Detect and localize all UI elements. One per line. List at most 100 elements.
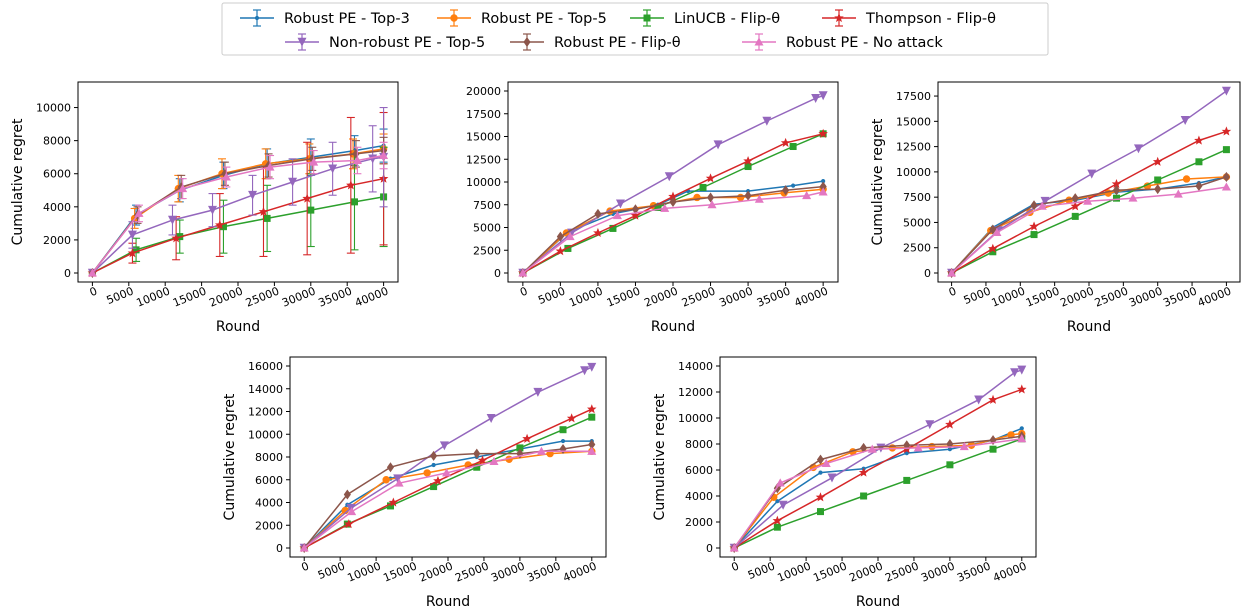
data-point-marker: [778, 500, 788, 510]
series-line: [733, 369, 1023, 549]
data-point-marker: [127, 230, 137, 240]
y-tick-label: 2500: [473, 244, 501, 257]
data-point-marker: [1019, 426, 1024, 431]
data-point-marker: [134, 208, 144, 217]
y-tick-label: 0: [706, 542, 713, 555]
y-tick-label: 17500: [896, 90, 931, 103]
data-point-marker: [631, 204, 640, 215]
data-point-marker: [867, 444, 877, 453]
x-tick-label: 25000: [244, 284, 281, 309]
legend-marker: [297, 37, 307, 47]
data-point-marker: [705, 173, 716, 183]
series-line: [303, 366, 593, 549]
x-tick-label: 30000: [489, 559, 526, 584]
data-point-marker: [536, 446, 546, 455]
data-point-marker: [913, 443, 923, 452]
data-point-marker: [989, 224, 997, 235]
series-line: [92, 196, 384, 274]
plot-frame: [77, 81, 399, 283]
data-point-marker: [307, 206, 315, 214]
data-point-marker: [221, 172, 231, 181]
series-robust-pe-no-attack: [87, 141, 389, 277]
data-point-marker: [609, 224, 617, 232]
series-thompson-flip-theta: [87, 111, 389, 278]
y-tick-label: 12000: [248, 406, 283, 419]
data-point-marker: [860, 492, 868, 500]
data-point-marker: [818, 187, 828, 196]
data-point-marker: [791, 183, 796, 188]
y-tick-label: 10000: [678, 412, 713, 425]
data-point-marker: [442, 468, 452, 477]
data-point-marker: [1029, 221, 1039, 231]
x-tick-label: 10000: [990, 284, 1027, 309]
x-tick-label: 25000: [883, 559, 920, 584]
data-point-marker: [171, 233, 181, 243]
series-thompson-flip-theta: [946, 126, 1232, 278]
series-line: [733, 435, 1022, 549]
data-point-marker: [1221, 182, 1231, 191]
data-point-marker: [821, 458, 831, 468]
data-point-marker: [988, 243, 998, 253]
data-point-marker: [630, 210, 641, 220]
y-tick-label: 20000: [466, 85, 501, 98]
data-point-marker: [1010, 368, 1020, 378]
data-point-marker: [876, 443, 886, 453]
x-tick-label: 15000: [811, 559, 848, 584]
x-tick-label: 30000: [717, 284, 754, 309]
y-tick-label: 6000: [685, 464, 713, 477]
y-tick-label: 14000: [248, 383, 283, 396]
data-point-marker: [815, 492, 826, 502]
series-thompson-flip-theta: [729, 384, 1027, 553]
data-point-marker: [754, 194, 764, 203]
series-line: [951, 176, 1227, 274]
data-point-marker: [439, 441, 449, 451]
y-tick-label: 2000: [255, 519, 283, 532]
data-point-marker: [1083, 196, 1093, 205]
x-axis-label: Round: [1067, 319, 1111, 335]
series-robust-pe-no-attack: [518, 187, 828, 277]
series-robust-pe-flip-theta: [948, 171, 1230, 279]
x-tick-label: 40000: [793, 284, 830, 309]
data-point-marker: [615, 199, 625, 209]
data-point-marker: [989, 435, 997, 446]
legend-marker: [834, 12, 844, 23]
y-tick-label: 16000: [248, 360, 283, 373]
data-point-marker: [208, 205, 218, 215]
x-tick-label: 5000: [105, 284, 136, 307]
x-tick-label: 0: [518, 284, 529, 299]
data-point-marker: [433, 475, 443, 485]
data-point-marker: [423, 469, 431, 477]
data-point-marker: [903, 476, 911, 484]
x-tick-label: 20000: [417, 559, 454, 584]
data-point-marker: [988, 394, 998, 404]
data-point-marker: [816, 454, 825, 465]
data-point-marker: [566, 413, 577, 423]
series-linucb-flip-theta: [730, 435, 1026, 552]
legend-label: Robust PE - Flip-θ: [554, 35, 681, 51]
y-tick-label: 7500: [903, 191, 931, 204]
y-axis-label: Cumulative regret: [10, 118, 26, 245]
series-line: [951, 130, 1227, 274]
data-point-marker: [974, 395, 984, 405]
data-point-marker: [343, 489, 351, 500]
series-line: [303, 450, 592, 549]
y-tick-label: 8000: [685, 438, 713, 451]
x-tick-label: 15000: [1024, 284, 1061, 309]
chart-panel-bottom-left: 0 2000 4000 6000 8000 10000 12000 14000 16000 0 50…: [222, 356, 607, 610]
data-point-marker: [344, 519, 354, 529]
plot-frame: [937, 81, 1241, 283]
data-point-marker: [713, 140, 723, 150]
data-point-marker: [945, 419, 955, 429]
data-point-marker: [1133, 144, 1143, 154]
data-point-marker: [388, 497, 399, 507]
data-point-marker: [1195, 158, 1203, 166]
series-line: [522, 94, 824, 274]
data-point-marker: [265, 162, 275, 171]
data-point-marker: [818, 91, 828, 101]
legend-label: LinUCB - Flip-θ: [674, 11, 780, 27]
data-point-marker: [811, 93, 821, 103]
data-point-marker: [775, 478, 785, 487]
